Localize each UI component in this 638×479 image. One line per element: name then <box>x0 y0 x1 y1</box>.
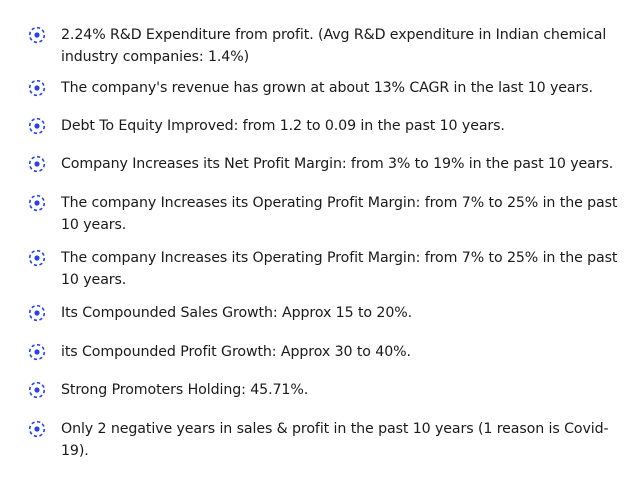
list-item-text: Its Compounded Sales Growth: Approx 15 t… <box>61 305 413 321</box>
list-item-text: 2.24% R&D Expenditure from profit. (Avg … <box>61 27 607 65</box>
dashed-circle-dot-icon <box>28 381 46 399</box>
list-item-text: Only 2 negative years in sales & profit … <box>61 421 609 459</box>
dashed-circle-dot-icon <box>28 26 46 44</box>
dashed-circle-dot-icon <box>28 117 46 135</box>
dashed-circle-dot-icon <box>28 420 46 438</box>
list-item-text: The company Increases its Operating Prof… <box>61 250 618 288</box>
list-item-text: its Compounded Profit Growth: Approx 30 … <box>61 344 411 360</box>
list-item-text: Debt To Equity Improved: from 1.2 to 0.0… <box>61 118 505 134</box>
dashed-circle-dot-icon <box>28 304 46 322</box>
list-item-text: Company Increases its Net Profit Margin:… <box>61 156 614 172</box>
list-item-text: The company Increases its Operating Prof… <box>61 195 618 233</box>
dashed-circle-dot-icon <box>28 249 46 267</box>
list-item-text: Strong Promoters Holding: 45.71%. <box>61 382 309 398</box>
dashed-circle-dot-icon <box>28 194 46 212</box>
dashed-circle-dot-icon <box>28 155 46 173</box>
list-item-text: The company's revenue has grown at about… <box>61 80 593 96</box>
dashed-circle-dot-icon <box>28 343 46 361</box>
dashed-circle-dot-icon <box>28 79 46 97</box>
